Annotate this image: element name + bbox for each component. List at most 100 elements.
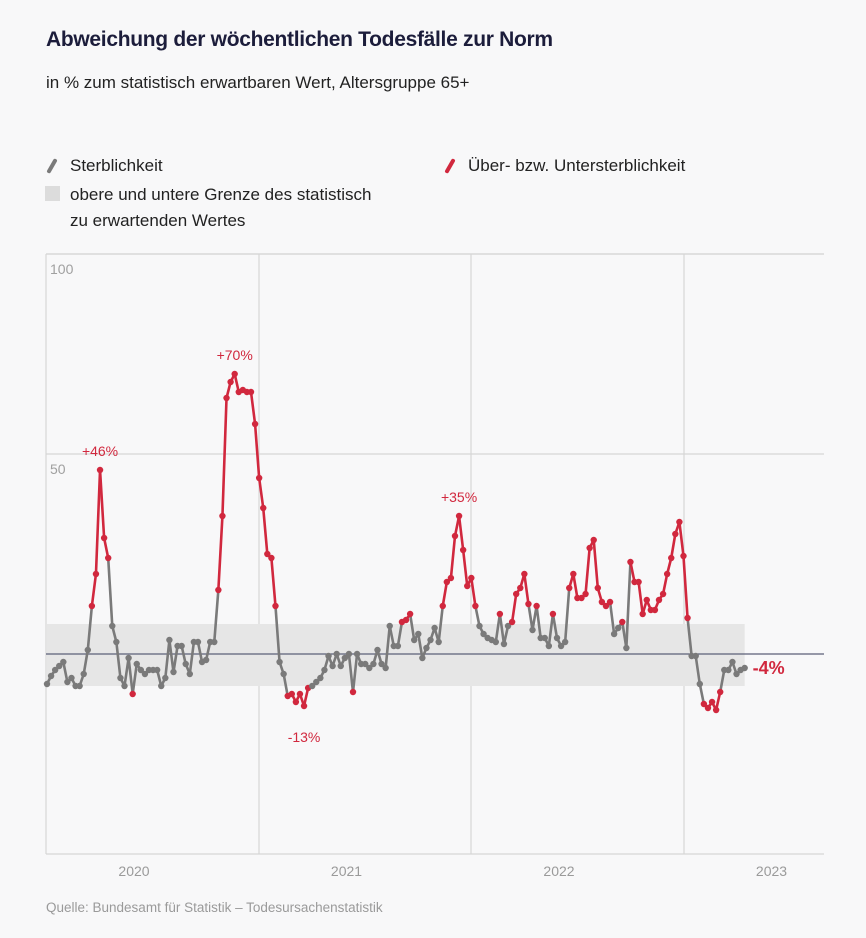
legend-mortality-label: Sterblichkeit [70,156,163,175]
data-point [129,690,136,698]
data-point [92,570,100,578]
expected-range-band [47,624,745,686]
data-point [668,554,675,562]
series-segment [408,612,416,642]
series-segment [678,520,685,558]
data-point [447,574,455,582]
series-segment [584,546,591,596]
series-segment [694,654,702,686]
x-tick-label: 2021 [331,863,362,879]
data-point [655,596,663,604]
data-point [472,602,479,610]
data-point [219,512,226,520]
data-point [451,532,459,540]
data-point [109,622,116,630]
data-point [492,638,499,646]
series-segment [637,580,644,616]
data-point [411,636,418,644]
data-point [415,630,422,638]
data-point [676,518,683,526]
series-segment [551,612,559,640]
data-point [500,640,508,648]
series-segment [718,668,726,694]
series-segment [98,468,106,540]
data-point [349,688,357,696]
data-point [268,554,275,562]
series-segment [474,604,481,628]
data-point [178,642,185,650]
data-point [663,570,671,578]
data-point [341,654,349,662]
data-point [166,636,173,644]
series-segment [661,572,669,596]
data-point [313,678,320,686]
data-point [382,664,389,672]
series-segment [547,612,555,648]
data-point [366,664,373,672]
data-point [615,624,622,632]
data-point [260,504,267,512]
data-point [276,658,283,666]
data-point [468,574,475,582]
data-point [353,650,361,658]
data-point [443,578,451,586]
data-point [402,616,410,624]
series-segment [608,600,616,636]
data-point [272,602,279,610]
data-point [345,650,353,658]
data-point [133,660,140,668]
data-point [170,668,177,676]
data-point [80,670,87,678]
series-segment [384,624,392,670]
series-segment [682,554,689,620]
annotation-label: +46% [82,443,118,459]
data-point [639,610,646,618]
y-tick-label: 50 [50,461,66,477]
data-point [158,682,165,690]
series-segment [62,660,69,684]
series-segment [82,648,90,676]
data-point [223,394,230,402]
series-segment [510,592,518,624]
series-segment [563,586,571,644]
legend-band-label-2: zu erwartenden Wertes [70,211,246,230]
data-point [51,666,59,674]
data-point [529,626,536,634]
series-segment [253,422,261,480]
data-point [231,370,238,378]
chart-title: Abweichung der wöchentlichen Todesfälle … [46,28,553,51]
series-segment [396,620,404,648]
data-point [76,682,83,690]
data-point [725,666,732,674]
data-point [545,642,553,650]
data-point [137,666,145,674]
data-point [427,636,434,644]
data-point [394,642,402,650]
y-tick-label: 100 [50,261,74,277]
data-point [374,646,381,654]
data-point [88,602,96,610]
series-segment [686,616,693,658]
x-tick-label: 2022 [543,863,574,879]
series-segment [347,652,355,694]
data-point [117,674,124,682]
series-segment [461,548,469,588]
data-point [84,646,92,654]
data-point [696,680,703,688]
data-point [541,634,548,642]
series-segment [351,652,359,694]
data-point [153,666,161,674]
data-point [586,544,593,552]
annotation-label: +35% [441,489,477,505]
data-point [100,534,108,542]
data-point [296,690,304,698]
data-point [280,670,287,678]
data-point [64,678,71,686]
data-point [264,550,271,558]
series-segment [527,602,534,632]
data-point [570,570,577,578]
data-point [717,688,724,696]
series-segment [449,534,457,580]
x-tick-label: 2020 [118,863,149,879]
series-segment [102,536,110,560]
